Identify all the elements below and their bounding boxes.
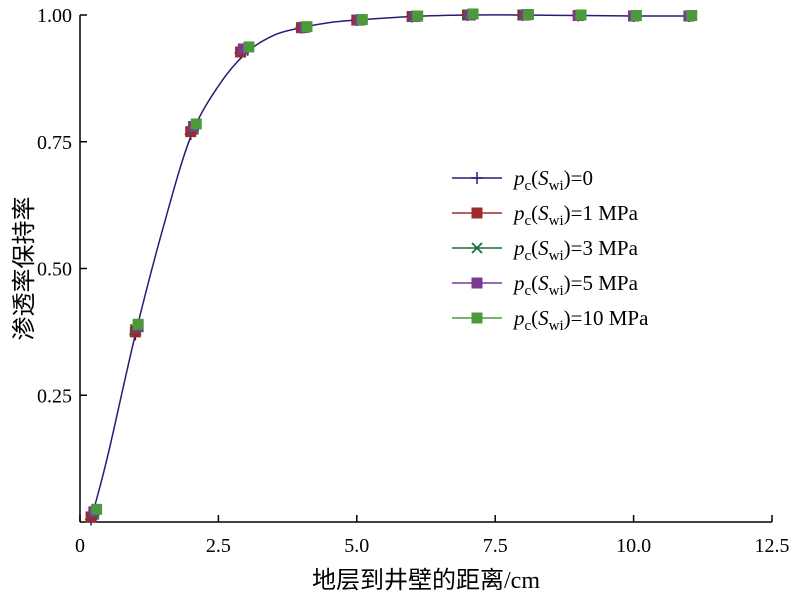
y-tick-label: 0.50 (37, 259, 72, 281)
data-point-square (471, 312, 483, 324)
data-point-square (471, 277, 483, 289)
data-point-x (471, 242, 483, 254)
data-point-square (132, 318, 144, 330)
legend-item: pc(Swi)=3 MPa (452, 236, 639, 264)
series-0-markers (85, 9, 695, 526)
y-axis-ticks: 0.25 0.50 0.75 1.00 (37, 5, 87, 407)
series-2-markers (88, 9, 695, 521)
x-axis-ticks: 0 2.5 5.0 7.5 10.0 12.5 (75, 515, 790, 557)
x-tick-label: 12.5 (755, 535, 790, 557)
data-point-square (575, 9, 587, 21)
series-3-markers (88, 9, 695, 518)
x-tick-label: 0 (75, 535, 85, 557)
axes (79, 15, 772, 523)
data-point-square (522, 8, 534, 20)
plot-area (85, 8, 698, 526)
x-tick-label: 2.5 (206, 535, 231, 557)
series-4-markers (91, 8, 698, 515)
data-point-square (237, 43, 249, 55)
y-tick-label: 0.25 (37, 385, 72, 407)
fitted-curve (90, 14, 689, 520)
y-tick-label: 0.75 (37, 132, 72, 154)
data-point-square (686, 10, 698, 22)
x-tick-label: 7.5 (483, 535, 508, 557)
legend-label: pc(Swi)=5 MPa (512, 271, 639, 299)
legend-label: pc(Swi)=1 MPa (512, 201, 639, 229)
legend: pc(Swi)=0 pc(Swi)=1 MPa pc(Swi)=3 MPa pc(Sw… (452, 166, 649, 334)
x-axis-title: 地层到井壁的距离/cm (312, 567, 540, 594)
x-tick-label: 5.0 (344, 535, 369, 557)
series-1-markers (85, 9, 695, 523)
y-tick-label: 1.00 (37, 5, 72, 27)
data-point-square (467, 8, 479, 20)
data-point-square (356, 14, 368, 26)
legend-label: pc(Swi)=10 MPa (512, 306, 649, 334)
legend-item: pc(Swi)=0 (452, 166, 593, 194)
legend-item: pc(Swi)=10 MPa (452, 306, 649, 334)
x-tick-label: 10.0 (616, 535, 651, 557)
legend-item: pc(Swi)=1 MPa (452, 201, 639, 229)
data-point-square (471, 207, 483, 219)
data-point-plus (471, 172, 483, 184)
legend-item: pc(Swi)=5 MPa (452, 271, 639, 299)
legend-label: pc(Swi)=3 MPa (512, 236, 639, 264)
data-point-square (412, 10, 424, 22)
data-point-square (301, 21, 313, 33)
y-axis-title: 渗透率保持率 (11, 197, 38, 341)
data-point-square (190, 118, 202, 130)
data-point-square (630, 10, 642, 22)
data-point-square (91, 503, 103, 515)
legend-label: pc(Swi)=0 (512, 166, 593, 194)
data-point-square (243, 41, 255, 53)
